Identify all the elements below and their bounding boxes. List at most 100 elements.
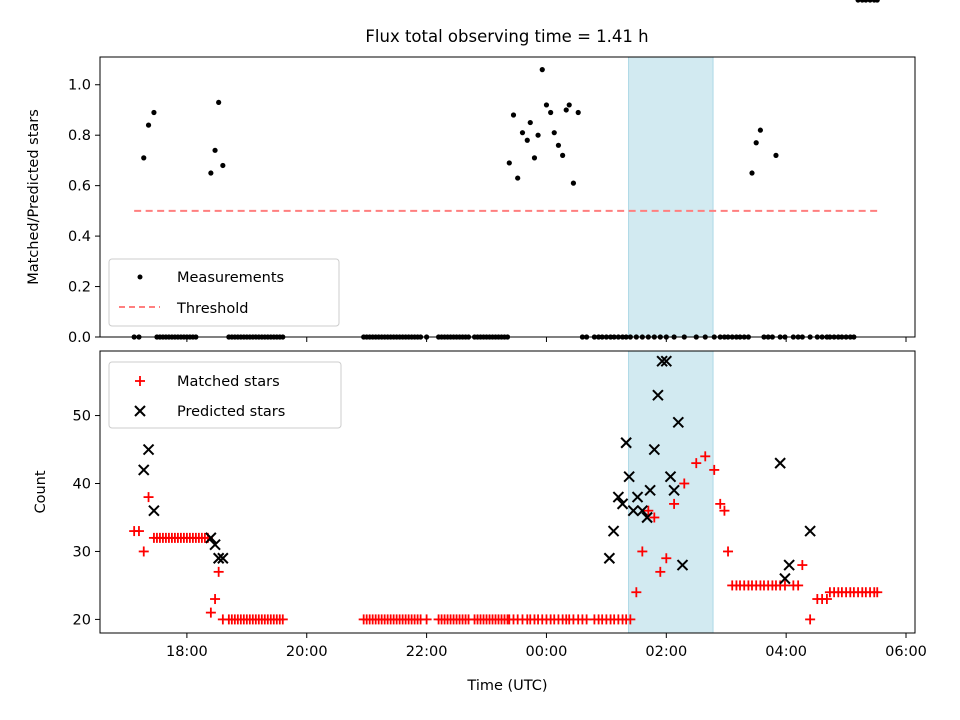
bottom-ytick-label: 40 [73, 477, 91, 493]
matched-star-point [797, 560, 808, 571]
matched-star-point [213, 566, 224, 577]
top-y-ticks: 0.0 0.2 0.4 0.6 0.8 1.0 [68, 78, 100, 346]
measurement-point [515, 175, 521, 181]
matched-star-point [700, 451, 711, 462]
bottom-axes-frame [99, 350, 916, 634]
top-ytick-label: 0.8 [68, 128, 91, 144]
top-legend: Measurements Threshold [108, 258, 340, 327]
predicted-star-point [774, 457, 786, 469]
bottom-ytick-label: 30 [73, 544, 91, 560]
measurement-point [563, 107, 569, 113]
matched-star-point [625, 614, 636, 625]
xtick-label: 02:00 [645, 644, 687, 660]
matched-star-point [691, 458, 702, 469]
measurement-point [519, 130, 526, 136]
measurement-point [863, 0, 869, 3]
xtick-label: 18:00 [166, 644, 208, 660]
measurement-point [757, 127, 763, 133]
measurement-point [524, 137, 530, 143]
measurement-point [566, 102, 572, 108]
bottom-legend: Matched stars Predicted stars [108, 361, 342, 429]
predicted-star-point [627, 504, 640, 517]
top-legend-box [108, 258, 340, 327]
predicted-star-point [623, 471, 635, 483]
matched-star-point [637, 546, 648, 557]
predicted-star-point [620, 437, 632, 449]
highlight-span-bottom [628, 350, 714, 634]
measurement-point [145, 122, 152, 128]
measurement-point [570, 180, 577, 186]
measurement-point [551, 130, 557, 136]
matched-star-point [205, 607, 216, 618]
matched-star-point [138, 546, 149, 557]
predicted-star-point [664, 471, 677, 483]
predicted-star-point [138, 464, 150, 476]
measurement-point [531, 155, 538, 161]
matched-star-point [821, 594, 832, 605]
measurement-point [560, 152, 566, 158]
count-points [129, 355, 883, 625]
measurement-point [527, 119, 533, 126]
predicted-legend-marker [134, 405, 146, 417]
xtick-label: 20:00 [286, 644, 328, 660]
matched-star-point [723, 546, 734, 557]
xtick-label: 22:00 [406, 644, 448, 660]
matched-star-point [277, 614, 288, 625]
measurement-point [506, 160, 512, 166]
predicted-star-point [205, 532, 217, 544]
legend-threshold: Threshold [176, 301, 248, 317]
xtick-label: 06:00 [885, 644, 927, 660]
predicted-star-point [612, 491, 625, 503]
matched-star-point [631, 587, 642, 598]
matched-star-point [709, 464, 720, 475]
bottom-ytick-label: 50 [73, 409, 91, 425]
measurement-point [216, 99, 222, 106]
matched-legend-marker [135, 376, 145, 386]
top-axes-frame [99, 56, 916, 338]
predicted-star-point [656, 355, 668, 367]
top-ytick-label: 0.6 [68, 179, 91, 195]
top-x-ticks [186, 337, 907, 342]
bottom-y-ticks: 20 30 40 50 [73, 409, 100, 628]
predicted-star-point [672, 416, 684, 429]
measurement-point [208, 170, 214, 176]
measurement-point [555, 142, 562, 148]
predicted-star-point [676, 559, 689, 571]
matched-star-point [679, 478, 690, 489]
matched-star-point [661, 553, 672, 564]
top-ytick-label: 1.0 [68, 78, 91, 94]
predicted-star-point [660, 355, 673, 367]
matched-legend-glyph [135, 376, 145, 386]
bottom-x-ticks: 18:00 20:00 22:00 00:00 02:00 04:00 06:00 [166, 633, 927, 660]
measurement-point [220, 162, 226, 169]
bottom-ytick-label: 20 [73, 612, 91, 628]
x-axis-label: Time (UTC) [466, 678, 547, 694]
measurement-point [510, 112, 517, 118]
xtick-label: 00:00 [526, 644, 568, 660]
measurement-point [773, 152, 779, 158]
legend-predicted-stars: Predicted stars [177, 404, 285, 420]
legend-matched-stars: Matched stars [177, 374, 280, 390]
matched-star-point [649, 512, 660, 523]
measurement-point [539, 67, 545, 73]
top-ytick-label: 0.4 [68, 229, 91, 245]
matched-star-point [655, 566, 666, 577]
matched-star-point [715, 498, 726, 509]
bottom-panel: 20 30 40 50 18:00 20:00 22:00 00:00 02:00 04:00 0… [33, 350, 927, 694]
measurement-point [141, 155, 147, 161]
predicted-star-point [636, 504, 649, 517]
measurement-legend-marker [137, 274, 143, 280]
bottom-y-axis-label: Count [33, 470, 49, 513]
xtick-label: 04:00 [765, 644, 807, 660]
measurement-point [867, 0, 873, 3]
predicted-star-point [644, 484, 656, 497]
matched-star-point [779, 580, 790, 591]
matched-star-point [133, 526, 144, 537]
matched-star-point [643, 505, 654, 516]
matched-star-point [872, 587, 883, 598]
matched-star-point [421, 614, 432, 625]
predicted-star-point [668, 484, 680, 497]
measurement-point [575, 109, 581, 116]
matched-star-point [805, 614, 816, 625]
matched-star-point [143, 492, 154, 503]
